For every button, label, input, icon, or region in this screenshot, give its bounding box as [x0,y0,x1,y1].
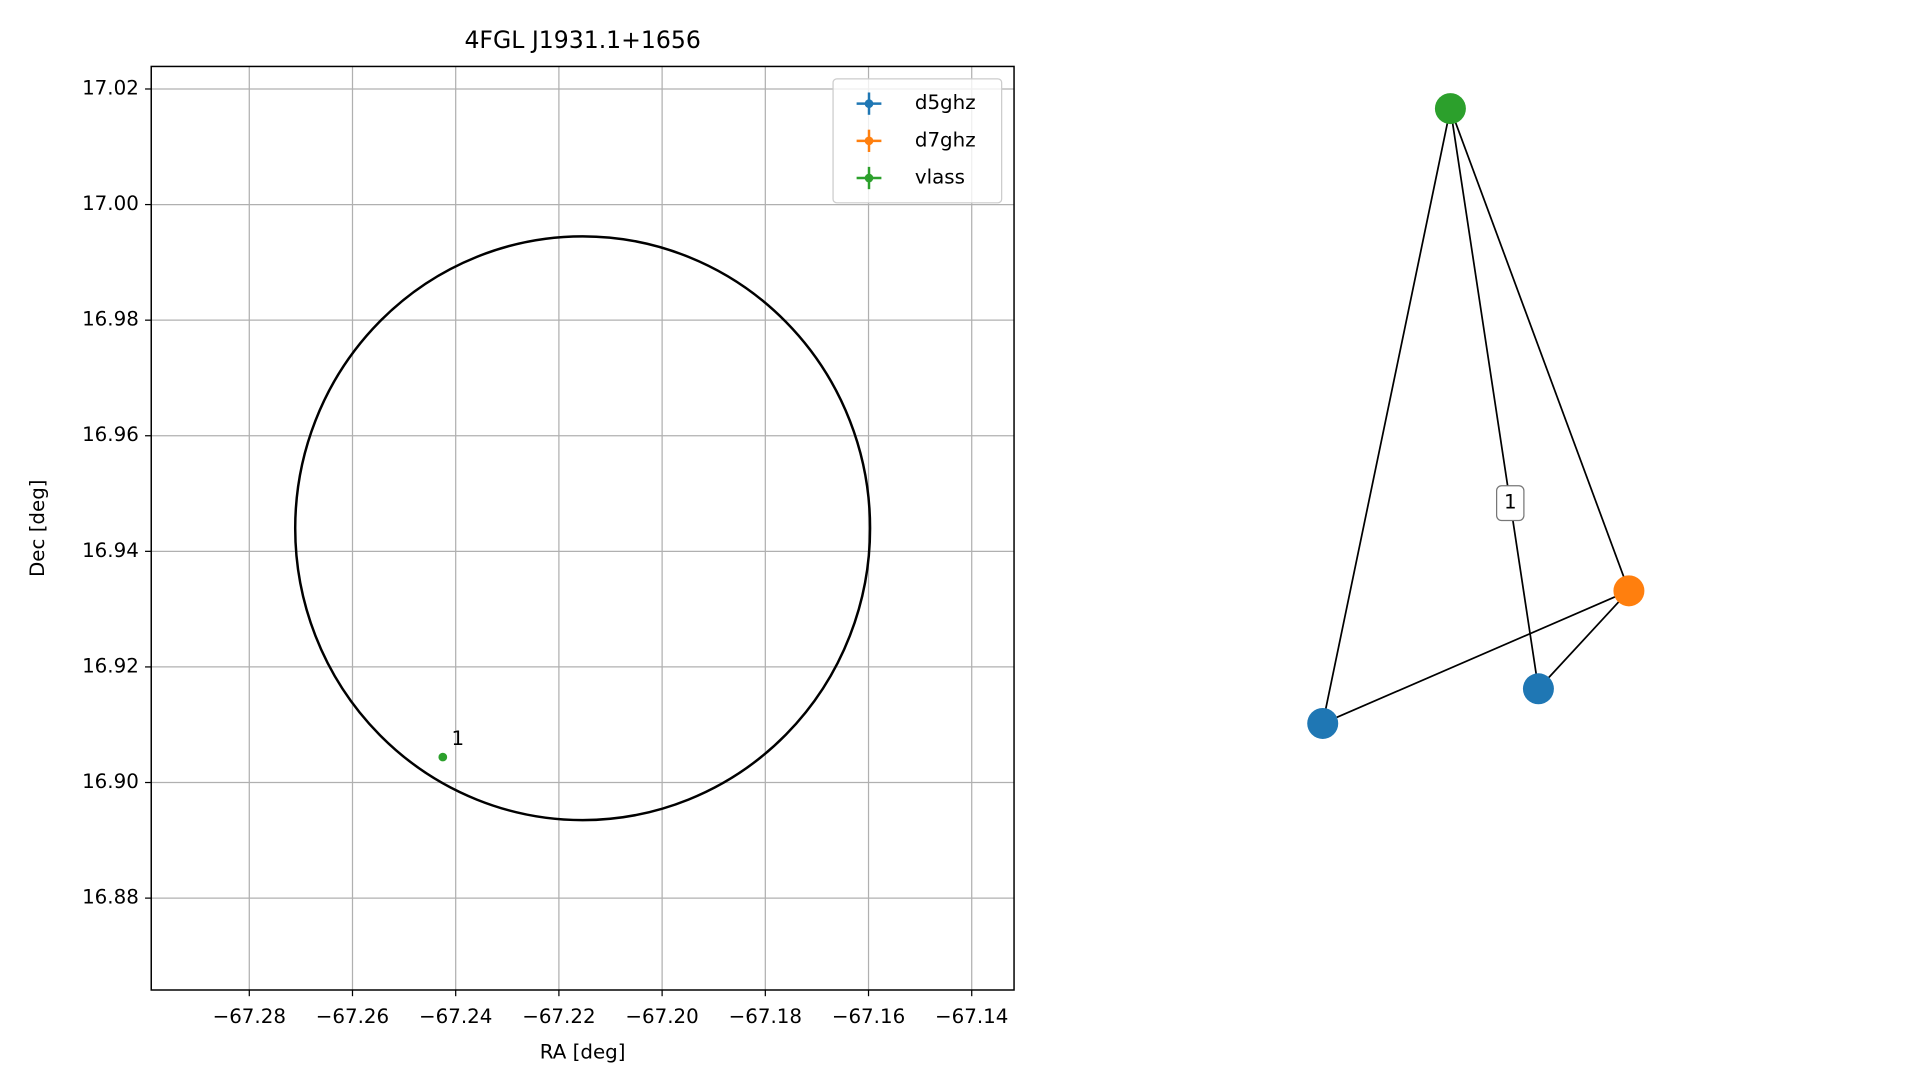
legend-marker [864,136,874,146]
x-tick-label: −67.16 [832,1005,905,1028]
edge-label-box [1496,485,1525,522]
y-tick-label: 16.98 [82,308,139,331]
node [1434,93,1466,125]
y-tick-label: 16.90 [82,770,139,793]
legend-marker [864,99,874,108]
legend-marker [864,173,874,183]
y-tick-label: 16.88 [82,886,139,909]
x-axis-label: RA [deg] [540,1041,626,1064]
legend-frame [832,78,1003,204]
x-tick-label: −67.18 [729,1005,802,1028]
node [1307,707,1339,739]
x-tick-label: −67.24 [419,1005,492,1028]
node [1522,673,1554,705]
x-tick-label: −67.22 [522,1005,595,1028]
x-tick-label: −67.14 [935,1005,1008,1028]
edge [1322,590,1630,725]
legend-label: vlass [915,166,965,189]
y-tick-label: 17.00 [82,192,139,215]
network-panel: 1 [1307,93,1645,739]
x-tick-label: −67.20 [625,1005,698,1028]
plot-frame [150,65,1015,991]
legend-label: d7ghz [915,128,976,151]
scatter-panel: −67.28 −67.26 −67.24 −67.22 −67.20 −67.18 −67.… [26,26,1015,1064]
edge [1537,590,1630,690]
x-tick-label: −67.28 [213,1005,286,1028]
edge [1449,108,1540,689]
legend: d5ghz d7ghz vlass [832,78,1003,204]
y-tick-label: 16.92 [82,654,139,677]
y-tick-label: 16.96 [82,423,139,446]
y-axis-label: Dec [deg] [26,479,49,577]
y-tick-label: 17.02 [82,76,139,99]
node [1613,575,1645,607]
y-tick-label: 16.94 [82,539,139,562]
edge [1321,108,1452,724]
x-tick-label: −67.26 [316,1005,389,1028]
data-point [438,752,448,762]
edge [1449,108,1630,592]
point-label: 1 [451,727,464,750]
edge-label: 1 [1504,491,1517,514]
region-circle [293,235,872,822]
chart-title: 4FGL J1931.1+1656 [464,26,700,54]
legend-label: d5ghz [915,91,976,114]
